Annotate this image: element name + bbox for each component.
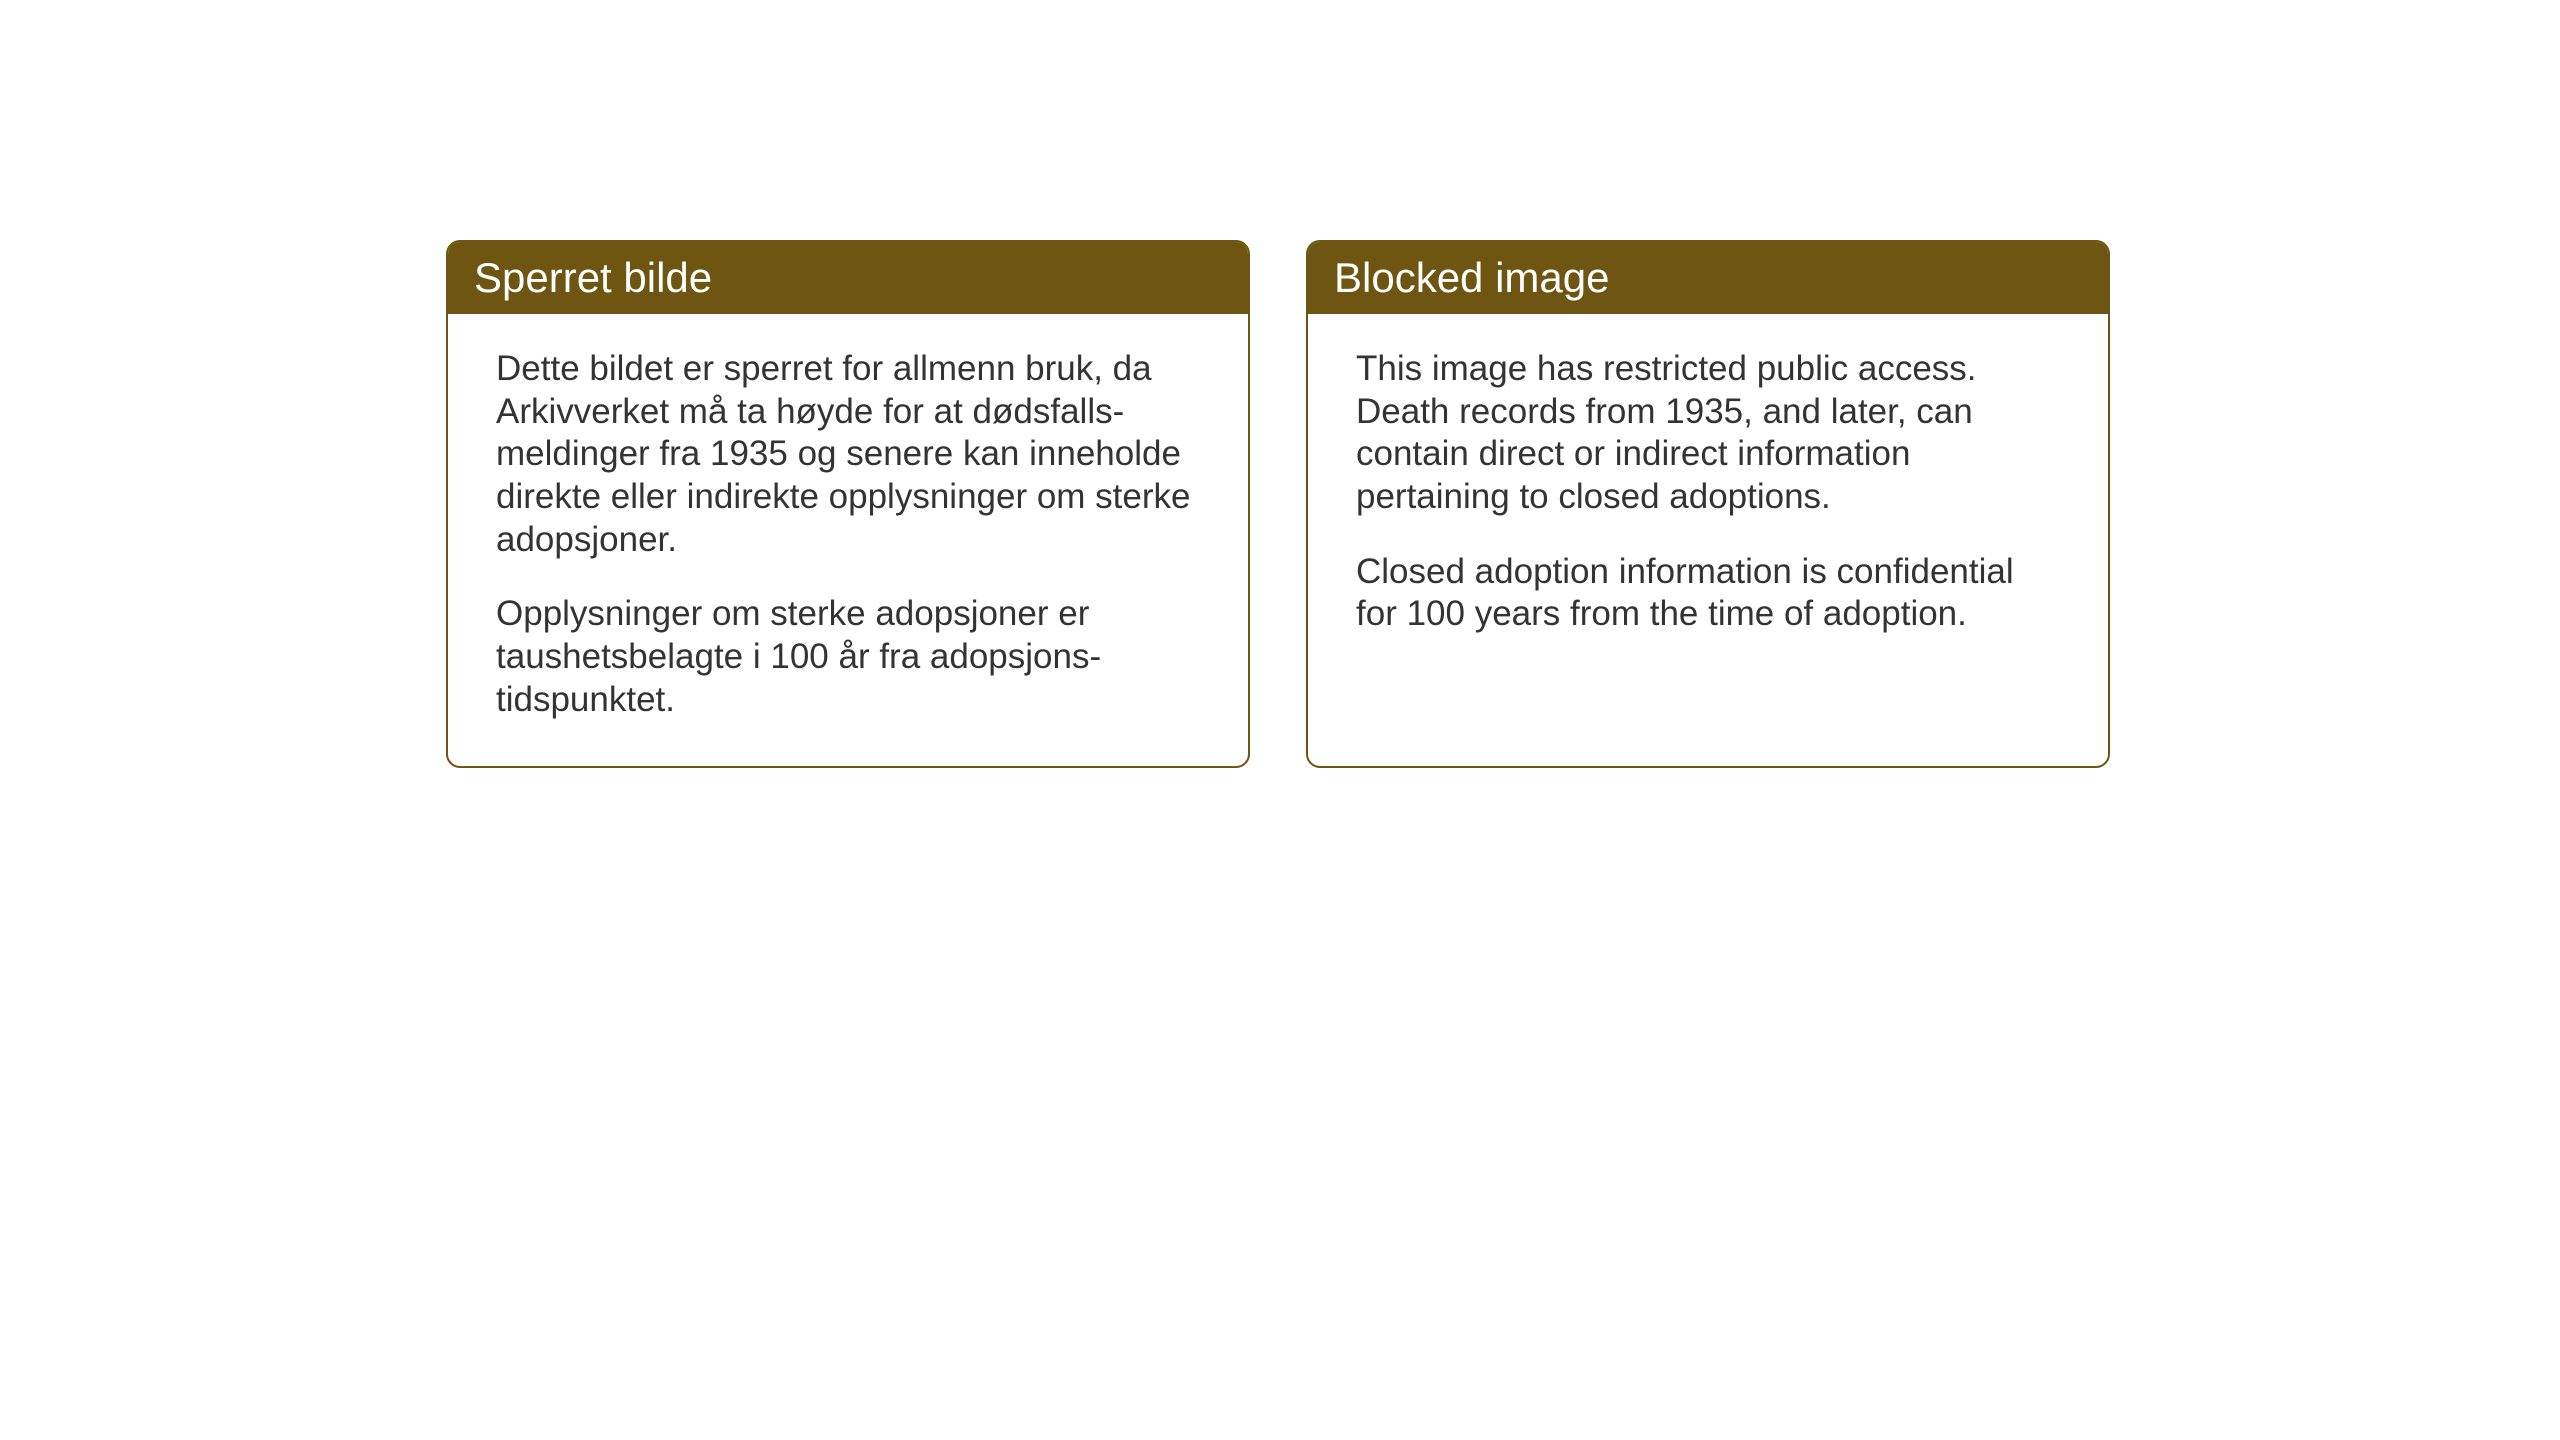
notice-card-norwegian: Sperret bilde Dette bildet er sperret fo… (446, 240, 1250, 768)
notice-body-english: This image has restricted public access.… (1308, 314, 2108, 734)
notice-title-norwegian: Sperret bilde (448, 242, 1248, 314)
notice-card-english: Blocked image This image has restricted … (1306, 240, 2110, 768)
notice-title-english: Blocked image (1308, 242, 2108, 314)
notice-paragraph: This image has restricted public access.… (1356, 348, 2060, 519)
notice-paragraph: Dette bildet er sperret for allmenn bruk… (496, 348, 1200, 561)
notice-body-norwegian: Dette bildet er sperret for allmenn bruk… (448, 314, 1248, 766)
notice-paragraph: Opplysninger om sterke adopsjoner er tau… (496, 593, 1200, 721)
notice-paragraph: Closed adoption information is confident… (1356, 551, 2060, 636)
notice-container: Sperret bilde Dette bildet er sperret fo… (446, 240, 2110, 768)
